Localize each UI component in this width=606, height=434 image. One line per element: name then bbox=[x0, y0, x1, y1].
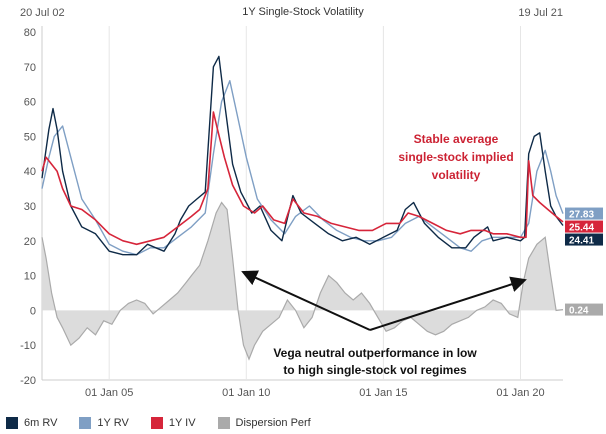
series-layer bbox=[41, 55, 564, 361]
y-tick-label: 80 bbox=[24, 27, 36, 39]
legend-label-1y-rv: 1Y RV bbox=[97, 417, 129, 429]
annotation-stable-iv: Stable average single-stock implied vola… bbox=[398, 132, 513, 182]
badge-1y-iv: 25.44 bbox=[565, 220, 603, 234]
x-tick-label: 01 Jan 15 bbox=[359, 387, 407, 399]
legend-item-1y-iv[interactable]: 1Y IV bbox=[150, 417, 196, 429]
legend-item-1y-rv[interactable]: 1Y RV bbox=[79, 417, 129, 429]
legend-swatch-1y-rv bbox=[79, 417, 92, 429]
series-line-1y-rv bbox=[41, 80, 564, 256]
y-tick-label: -20 bbox=[20, 375, 36, 387]
annotation-arrows bbox=[241, 270, 527, 331]
y-axis: 80 70 60 50 40 30 20 10 0 -10 -20 bbox=[20, 27, 36, 387]
legend-item-6m-rv[interactable]: 6m RV bbox=[6, 417, 57, 429]
y-tick-label: 70 bbox=[24, 62, 36, 74]
badge-1y-rv-value: 27.83 bbox=[569, 210, 594, 221]
legend-swatch-6m-rv bbox=[6, 417, 18, 429]
volatility-chart: 20 Jul 02 1Y Single-Stock Volatility 19 … bbox=[0, 0, 606, 412]
badge-1y-rv-bg bbox=[565, 207, 603, 220]
annotation-vega-line-2: to high single-stock vol regimes bbox=[283, 363, 467, 377]
legend-label-6m-rv: 6m RV bbox=[24, 417, 58, 429]
badge-6m-rv: 24.41 bbox=[565, 233, 603, 247]
x-tick-label: 01 Jan 20 bbox=[496, 387, 544, 399]
badge-dispersion-perf-value: 0.24 bbox=[569, 306, 589, 317]
end-date-label: 19 Jul 21 bbox=[518, 7, 563, 19]
start-date-label: 20 Jul 02 bbox=[20, 7, 65, 19]
legend-swatch-dispersion-perf bbox=[217, 417, 230, 429]
arrow-to-2020 bbox=[369, 276, 527, 331]
annotation-stable-iv-line-2: single-stock implied bbox=[398, 150, 513, 164]
y-tick-label: 10 bbox=[24, 271, 36, 283]
badge-1y-iv-value: 25.44 bbox=[569, 223, 594, 234]
y-tick-label: 50 bbox=[24, 131, 36, 143]
arrow-to-2009 bbox=[241, 270, 371, 331]
series-line-dispersion-perf bbox=[41, 201, 564, 361]
series-line-6m-rv bbox=[41, 55, 564, 256]
badge-6m-rv-value: 24.41 bbox=[569, 236, 594, 247]
y-tick-label: 40 bbox=[24, 166, 36, 178]
legend-item-dispersion-perf[interactable]: Dispersion Perf bbox=[217, 417, 311, 429]
chart-background bbox=[0, 0, 606, 412]
badge-1y-rv: 27.83 bbox=[565, 207, 603, 221]
series-line-1y-iv bbox=[41, 111, 564, 246]
y-tick-label: 60 bbox=[24, 97, 36, 109]
legend-label-1y-iv: 1Y IV bbox=[168, 417, 196, 429]
chart-legend: 6m RV 1Y RV 1Y IV Dispersion Perf bbox=[0, 412, 606, 434]
y-tick-label: 20 bbox=[24, 236, 36, 248]
badge-1y-iv-bg bbox=[565, 220, 603, 233]
y-tick-label: 0 bbox=[30, 305, 36, 317]
x-axis: 01 Jan 05 01 Jan 10 01 Jan 15 01 Jan 20 bbox=[85, 387, 545, 399]
badge-dispersion-perf: 0.24 bbox=[565, 303, 603, 317]
series-area-dispersion-perf bbox=[42, 202, 563, 360]
y-tick-label: 30 bbox=[24, 201, 36, 213]
legend-label-dispersion-perf: Dispersion Perf bbox=[235, 417, 311, 429]
end-value-badges: 27.83 25.44 24.41 0.24 bbox=[565, 207, 603, 317]
annotation-vega-neutral: Vega neutral outperformance in low to hi… bbox=[273, 346, 477, 377]
y-tick-label: -10 bbox=[20, 340, 36, 352]
badge-dispersion-perf-bg bbox=[565, 303, 603, 316]
annotation-vega-line-1: Vega neutral outperformance in low bbox=[273, 346, 477, 360]
chart-title: 1Y Single-Stock Volatility bbox=[242, 6, 364, 18]
badge-6m-rv-bg bbox=[565, 233, 603, 246]
x-tick-label: 01 Jan 05 bbox=[85, 387, 133, 399]
annotation-stable-iv-line-1: Stable average bbox=[414, 132, 499, 146]
annotation-stable-iv-line-3: volatility bbox=[432, 168, 481, 182]
legend-swatch-1y-iv bbox=[150, 417, 163, 429]
x-tick-label: 01 Jan 10 bbox=[222, 387, 270, 399]
